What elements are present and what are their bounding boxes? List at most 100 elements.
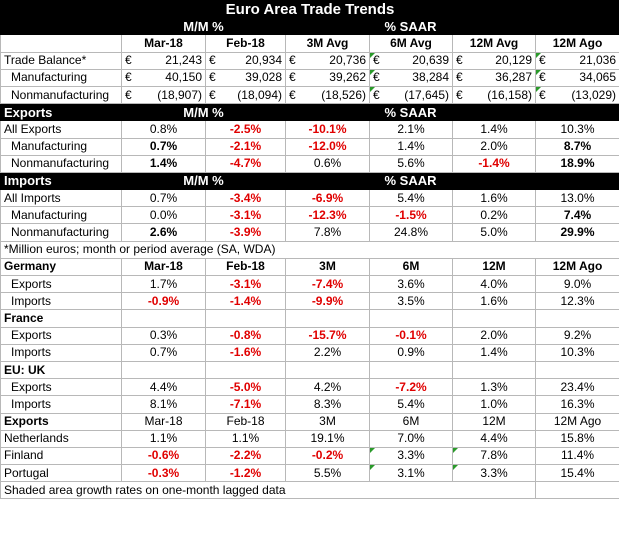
trade-table: Euro Area Trade Trends M/M % % SAAR Mar-…: [0, 0, 619, 500]
value-cell: 0.7%: [121, 137, 206, 156]
blank-cell: [121, 309, 206, 328]
value-cell: -1.4%: [205, 292, 286, 311]
value-cell: 18.9%: [534, 154, 619, 173]
value-cell: 1.4%: [452, 120, 536, 139]
amount: 20,129: [495, 53, 532, 68]
value-cell: 1.4%: [369, 137, 453, 156]
value-cell: 3.6%: [369, 274, 453, 294]
value-cell: €36,287: [452, 68, 536, 87]
amount: (18,526): [321, 87, 366, 102]
value-cell: 0.8%: [121, 120, 206, 139]
mm-header: M/M %: [121, 103, 286, 122]
value-cell: 1.6%: [452, 189, 536, 208]
value-cell: 4.0%: [452, 274, 536, 294]
value-cell: €21,036: [534, 51, 619, 70]
col-header: Mar-18: [121, 257, 206, 277]
table-row: Imports 8.1% -7.1% 8.3% 5.4% 1.0% 16.3%: [0, 395, 619, 414]
value-cell: 4.2%: [285, 378, 370, 397]
currency-value: € (18,526): [289, 88, 366, 103]
value-cell: 10.3%: [534, 120, 619, 139]
value-cell: -6.9%: [285, 189, 370, 208]
amount: 36,287: [495, 70, 532, 85]
row-label: All Exports: [0, 120, 122, 139]
country-label: France: [0, 309, 122, 328]
balance-section: Trade Balance* €21,243 €20,934 €20,736 €20,6…: [0, 51, 619, 105]
value-cell: €40,150: [121, 68, 206, 87]
value-cell: € (13,029): [534, 85, 619, 105]
value-cell: 10.3%: [534, 343, 619, 362]
col-header: 3M: [285, 412, 370, 431]
amount: 39,262: [329, 70, 366, 85]
value-cell: -0.3%: [121, 464, 206, 483]
currency-value: €20,736: [289, 53, 366, 68]
value-cell: -15.7%: [285, 326, 370, 345]
blank-cell: [534, 481, 619, 500]
table-row: Imports 0.7% -1.6% 2.2% 0.9% 1.4% 10.3%: [0, 343, 619, 362]
table-row: Finland -0.6% -2.2% -0.2% 3.3% 7.8% 11.4%: [0, 446, 619, 466]
value-cell: 0.6%: [285, 154, 370, 173]
table-row: Nonmanufacturing 2.6% -3.9% 7.8% 24.8% 5.0% 29…: [0, 223, 619, 242]
row-label: Finland: [0, 446, 122, 466]
amount: 20,736: [329, 53, 366, 68]
value-cell: -1.6%: [205, 343, 286, 362]
amount: (17,645): [404, 87, 449, 102]
blank-cell: [369, 309, 453, 328]
table-row: Manufacturing 0.0% -3.1% -12.3% -1.5% 0.2% 7.4…: [0, 206, 619, 225]
value-cell: 29.9%: [534, 223, 619, 242]
value-cell: 1.1%: [205, 429, 286, 448]
table-row: Exports 1.7% -3.1% -7.4% 3.6% 4.0% 9.0%: [0, 274, 619, 294]
col-header: Feb-18: [205, 257, 286, 277]
currency-value: €36,287: [456, 70, 532, 85]
value-cell: 2.0%: [452, 137, 536, 156]
saar-header: % SAAR: [285, 171, 536, 191]
col-header: 6M Avg: [369, 34, 453, 53]
value-cell: -1.5%: [369, 206, 453, 225]
value-cell: -3.1%: [205, 274, 286, 294]
currency-value: €39,028: [209, 70, 282, 85]
value-cell: €21,243: [121, 51, 206, 70]
row-label: Exports: [0, 378, 122, 397]
currency-value: €38,284: [373, 70, 449, 85]
euro-sign: €: [209, 87, 216, 102]
row-label: Nonmanufacturing: [0, 223, 122, 242]
col-header: 3M Avg: [285, 34, 370, 53]
value-cell: -3.1%: [205, 206, 286, 225]
value-cell: 7.0%: [369, 429, 453, 448]
currency-value: €20,129: [456, 53, 532, 68]
value-cell: 1.6%: [452, 292, 536, 311]
value-cell: 2.0%: [452, 326, 536, 345]
saar-header: % SAAR: [285, 17, 536, 36]
amount: 20,639: [412, 53, 449, 68]
euro-sign: €: [209, 53, 216, 68]
amount: 39,028: [245, 70, 282, 85]
col-header: 3M: [285, 257, 370, 277]
blank-cell: [452, 360, 536, 380]
value-cell: € (18,094): [205, 85, 286, 105]
currency-value: € (18,907): [125, 88, 202, 103]
euro-sign: €: [125, 53, 132, 68]
value-cell: €38,284: [369, 68, 453, 87]
value-cell: € (17,645): [369, 85, 453, 105]
row-label: Trade Balance*: [0, 51, 122, 70]
col-header: 6M: [369, 412, 453, 431]
currency-value: € (13,029): [539, 88, 616, 103]
balance-row: Trade Balance* €21,243 €20,934 €20,736 €20,6…: [0, 51, 619, 70]
section-label: Exports: [0, 103, 122, 122]
col-header: 12M Ago: [534, 257, 619, 277]
blank-cell: [285, 309, 370, 328]
value-cell: -7.4%: [285, 274, 370, 294]
value-cell: 0.9%: [369, 343, 453, 362]
amount: 21,036: [579, 53, 617, 68]
col-header: Mar-18: [121, 412, 206, 431]
euro-sign: €: [209, 70, 216, 85]
row-label: Imports: [0, 292, 122, 311]
euro-sign: €: [456, 70, 463, 85]
value-cell: -5.0%: [205, 378, 286, 397]
value-cell: €20,639: [369, 51, 453, 70]
value-cell: 0.7%: [121, 189, 206, 208]
value-cell: 8.1%: [121, 395, 206, 414]
country-label: Germany: [0, 257, 122, 277]
row-label: Nonmanufacturing: [0, 154, 122, 173]
value-cell: 9.2%: [534, 326, 619, 345]
value-cell: 0.2%: [452, 206, 536, 225]
